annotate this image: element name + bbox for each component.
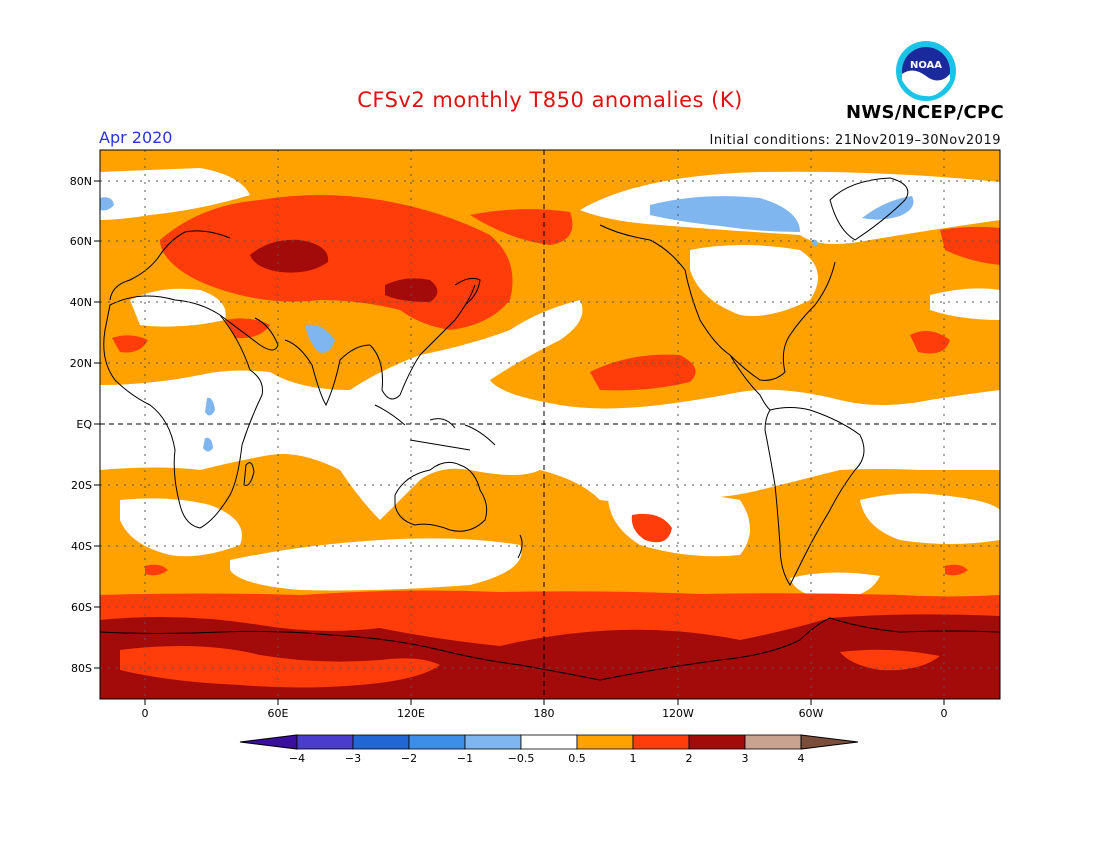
coast-central-america xyxy=(729,354,771,411)
coast-australia xyxy=(394,461,488,532)
noaa-logo-icon: NOAA xyxy=(896,41,956,101)
graticule xyxy=(100,150,1000,699)
colorbar-label: 4 xyxy=(798,752,805,765)
field-white-tropics xyxy=(100,300,1000,520)
field-blue-scandinavia xyxy=(100,197,114,211)
field-red-antarctic-indian xyxy=(120,646,440,688)
noaa-logo-text: NOAA xyxy=(910,60,942,71)
lon-label-0-west: 0 xyxy=(142,707,149,720)
lat-label-eq: EQ xyxy=(76,418,92,431)
colorbar-box xyxy=(408,734,466,750)
field-blue-india xyxy=(305,324,335,353)
field-white-south-atlantic xyxy=(120,498,242,557)
coast-north-america xyxy=(599,224,836,381)
lon-ticks xyxy=(144,699,945,705)
coast-greenland xyxy=(829,177,909,241)
field-white-arctic xyxy=(580,171,1000,244)
field-white-mediterranean xyxy=(130,288,226,327)
field-blue-canada-arctic xyxy=(650,196,800,232)
coast-japan xyxy=(454,277,481,306)
colorbar-label: −1 xyxy=(457,752,473,765)
lat-label-80s: 80S xyxy=(71,662,92,675)
coast-arabia xyxy=(219,314,279,351)
field-red-west-asia xyxy=(225,318,270,339)
colorbar-box xyxy=(576,734,634,750)
field-red-antarctic-atlantic xyxy=(840,649,940,671)
colorbar-box xyxy=(744,734,802,750)
lat-label-20n: 20N xyxy=(70,357,92,370)
coast-southeast-asia xyxy=(369,284,476,400)
colorbar-box xyxy=(464,734,522,750)
field-red-argentina xyxy=(945,564,968,576)
field-white-south-indian xyxy=(230,538,522,591)
field-red-subtropical-pacific xyxy=(590,354,696,391)
lon-label-0-east: 0 xyxy=(941,707,948,720)
colorbar-label: −2 xyxy=(401,752,417,765)
lat-ticks xyxy=(94,180,100,669)
field-red-east-asia xyxy=(470,209,573,245)
lon-labels: 0 60E 120E 180 120W 60W 0 xyxy=(142,707,948,720)
field-white-drake xyxy=(790,572,880,600)
colorbar-label: −0.5 xyxy=(508,752,535,765)
field-blue-east-africa xyxy=(203,397,215,452)
field-red-south-pacific xyxy=(631,513,672,543)
lat-label-80n: 80N xyxy=(70,175,92,188)
lon-label-60w: 60W xyxy=(799,707,824,720)
initial-conditions: Initial conditions: 21Nov2019–30Nov2019 xyxy=(709,133,1001,148)
colorbar-arrow-low xyxy=(239,734,298,750)
colorbar-box xyxy=(688,734,746,750)
field-blue-greenland xyxy=(862,196,914,220)
lat-label-40n: 40N xyxy=(70,296,92,309)
lon-label-120w: 120W xyxy=(662,707,694,720)
coast-indonesia xyxy=(374,404,496,451)
forecast-month: Apr 2020 xyxy=(99,128,173,147)
lon-label-180: 180 xyxy=(534,707,555,720)
coast-europe xyxy=(109,230,231,301)
colorbar-box xyxy=(352,734,410,750)
coast-india xyxy=(284,339,371,407)
field-white-east-atlantic xyxy=(930,288,1000,320)
field-white-south-america xyxy=(860,493,1000,544)
colorbar-label: −3 xyxy=(345,752,361,765)
colorbar-label: 2 xyxy=(686,752,693,765)
field-red-sahara xyxy=(112,335,148,353)
colorbar-label: 0.5 xyxy=(568,752,586,765)
lat-label-40s: 40S xyxy=(71,540,92,553)
colorbar-label: 3 xyxy=(742,752,749,765)
colorbar: −4 −3 −2 −1 −0.5 0.5 1 2 3 4 xyxy=(239,734,859,765)
lat-labels: 80N 60N 40N 20N EQ 20S 40S 60S 80S xyxy=(70,175,93,675)
lon-label-60e: 60E xyxy=(268,707,289,720)
field-red-north-atlantic xyxy=(940,226,1000,265)
colorbar-box xyxy=(520,734,578,750)
coastlines xyxy=(100,177,1000,681)
coast-new-zealand xyxy=(517,534,523,559)
colorbar-box xyxy=(632,734,690,750)
lat-label-20s: 20S xyxy=(71,479,92,492)
coast-south-america xyxy=(764,407,865,586)
agency-label: NWS/NCEP/CPC xyxy=(846,102,1005,123)
colorbar-label: −4 xyxy=(289,752,305,765)
colorbar-label: 1 xyxy=(630,752,637,765)
lon-label-120e: 120E xyxy=(397,707,425,720)
field-red-south-atlantic xyxy=(145,564,168,576)
coast-africa xyxy=(103,295,263,529)
field-white-north-america xyxy=(690,245,818,316)
anomaly-field xyxy=(100,150,1000,699)
coast-madagascar xyxy=(243,462,255,486)
map-title: CFSv2 monthly T850 anomalies (K) xyxy=(357,88,743,112)
colorbar-arrow-high xyxy=(800,734,859,750)
field-darkred-mongolia xyxy=(385,278,438,302)
colorbar-box xyxy=(296,734,354,750)
field-red-west-africa xyxy=(910,331,950,354)
field-darkred-siberia xyxy=(250,239,329,273)
lat-label-60n: 60N xyxy=(70,235,92,248)
lat-label-60s: 60S xyxy=(71,601,92,614)
coast-antarctica xyxy=(100,617,1000,681)
